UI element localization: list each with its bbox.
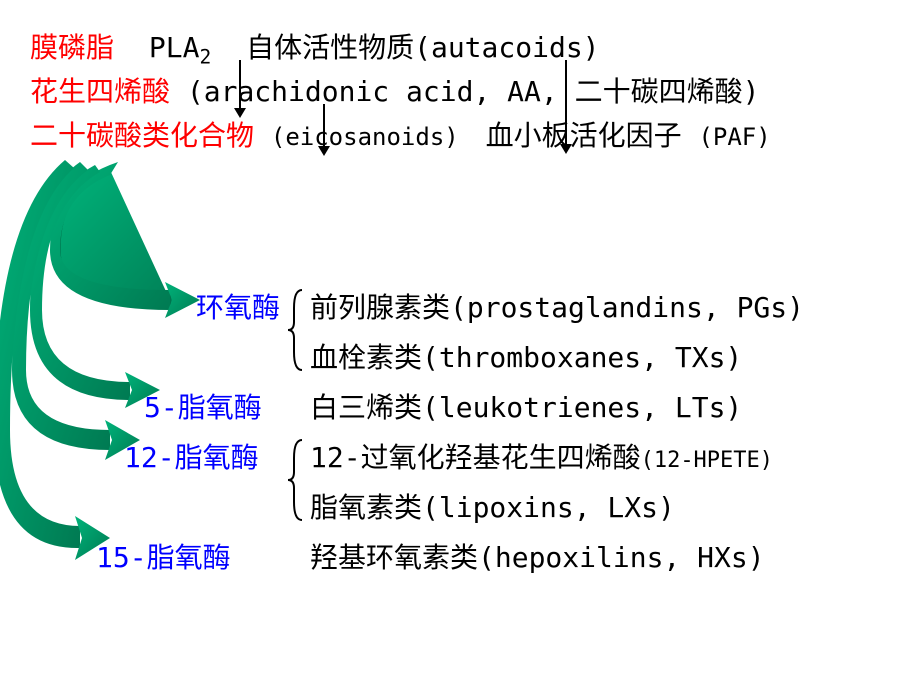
enzyme-15lox: 15-脂氧酶 xyxy=(96,536,231,576)
product-hpete: 12-过氧化羟基花生四烯酸(12-HPETE) xyxy=(310,436,773,476)
enzyme-5lox: 5-脂氧酶 xyxy=(144,386,262,426)
product-hxs: 羟基环氧素类(hepoxilins, HXs) xyxy=(310,536,765,576)
header-line3: 二十碳酸类化合物 (eicosanoids) 血小板活化因子 (PAF) xyxy=(30,114,771,154)
arachidonic-alt: 二十碳四烯酸) xyxy=(575,75,760,108)
enzyme-12lox: 12-脂氧酶 xyxy=(124,436,259,476)
header-line1: 膜磷脂 PLA2 自体活性物质(autacoids) xyxy=(30,26,600,69)
brace-cox xyxy=(288,288,306,372)
header-line2: 花生四烯酸 (arachidonic acid, AA, 二十碳四烯酸) xyxy=(30,70,759,110)
membrane-phospholipid: 膜磷脂 xyxy=(30,31,114,64)
product-pgs: 前列腺素类(prostaglandins, PGs) xyxy=(310,286,804,326)
eicosanoids-en: (eicosanoids) xyxy=(271,123,459,151)
paf-en: (PAF) xyxy=(698,123,770,151)
autacoids-label: 自体活性物质(autacoids) xyxy=(246,31,599,64)
product-lts: 白三烯类(leukotrienes, LTs) xyxy=(310,386,742,426)
pla2-label: PLA2 xyxy=(149,31,228,64)
eicosanoids-cn: 二十碳酸类化合物 xyxy=(30,119,254,152)
brace-12lox xyxy=(288,438,306,522)
product-lxs: 脂氧素类(lipoxins, LXs) xyxy=(310,486,675,526)
paf-cn: 血小板活化因子 xyxy=(486,119,682,152)
enzyme-cox: 环氧酶 xyxy=(196,286,280,326)
arachidonic-en: (arachidonic acid, AA, xyxy=(187,75,558,108)
arachidonic-cn: 花生四烯酸 xyxy=(30,75,170,108)
product-txs: 血栓素类(thromboxanes, TXs) xyxy=(310,336,742,376)
